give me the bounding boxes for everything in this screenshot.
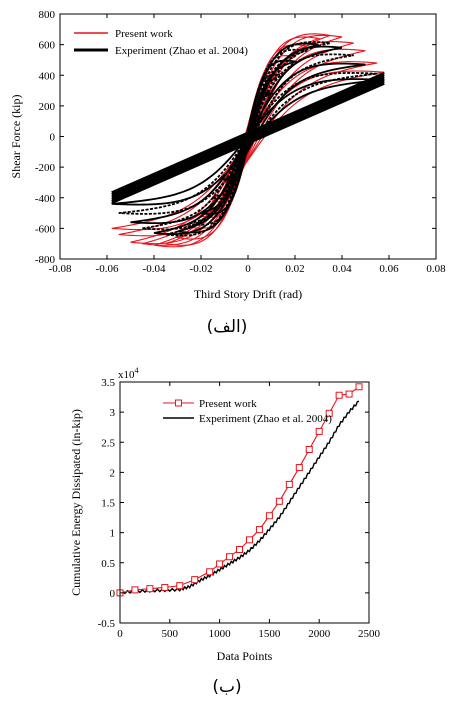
- marker-present-work-b: [176, 582, 184, 590]
- y-tick-labels-b: 3.5 3 2.5 2 1.5 1 0.5 0 -0.5: [98, 377, 116, 630]
- x-tick-label-b: 1500: [258, 628, 281, 640]
- x-tick-label-a: 0.08: [426, 263, 446, 275]
- marker-present-work-b: [226, 553, 234, 561]
- x-tick-label-a: -0.04: [143, 263, 166, 275]
- y-tick-label-a: 0: [50, 132, 56, 144]
- legend-label-experiment-a: Experiment (Zhao et al. 2004): [115, 45, 248, 57]
- y-tick-label-b: 0: [110, 588, 116, 600]
- x-tick-label-a: 0: [245, 263, 251, 275]
- y-tick-label-a: -600: [35, 223, 56, 235]
- markers-present-work-b: [116, 383, 363, 597]
- x-tick-label-a: 0.06: [379, 263, 399, 275]
- exponent-power: 4: [135, 366, 139, 375]
- tick-marks-a: [59, 13, 437, 260]
- pinch-band-a: [111, 82, 385, 205]
- marker-present-work-b: [275, 497, 283, 505]
- loop-experiment-a: [130, 62, 366, 225]
- x-tick-label-b: 2000: [308, 628, 331, 640]
- loop-experiment-a: [118, 72, 378, 215]
- y-tick-label-b: 1: [110, 528, 116, 540]
- y-tick-label-a: 800: [39, 9, 56, 21]
- x-tick-label-a: -0.02: [190, 263, 213, 275]
- marker-present-work-b: [295, 464, 303, 472]
- loop-experiment-a: [142, 53, 354, 231]
- marker-present-work-b: [236, 545, 244, 553]
- marker-present-work-b: [325, 409, 333, 417]
- marker-present-work-b: [305, 445, 313, 453]
- caption-a: (الف): [207, 317, 248, 337]
- y-tick-label-a: -800: [35, 254, 56, 266]
- pinch-band-a: [111, 78, 385, 200]
- loop-experiment-a: [165, 41, 331, 237]
- x-tick-labels-a: -0.08 -0.06 -0.04 -0.02 0 0.02 0.04 0.06 0.08: [49, 263, 447, 275]
- y-tick-label-a: -400: [35, 193, 56, 205]
- tick-marks-b: [119, 381, 370, 624]
- pinch-band-a: [111, 71, 385, 194]
- exponent-base: x10: [118, 369, 135, 381]
- x-tick-label-a: -0.06: [96, 263, 119, 275]
- y-tick-label-a: 200: [39, 101, 56, 113]
- y-tick-label-b: 3.5: [101, 377, 115, 389]
- marker-present-work-b: [216, 560, 224, 568]
- y-axis-label-b: Cumulative Energy Dissipated (in-kip): [69, 409, 83, 596]
- marker-present-work-b: [191, 576, 199, 584]
- y-exponent-label-b: x104: [118, 366, 139, 381]
- series-experiment-a: [111, 41, 385, 237]
- legend-a: Present work Experiment (Zhao et al. 200…: [74, 28, 248, 57]
- marker-present-work-b: [265, 512, 273, 520]
- x-tick-label-b: 2500: [358, 628, 381, 640]
- x-axis-label-b: Data Points: [217, 649, 273, 663]
- x-tick-label-b: 0: [117, 628, 123, 640]
- caption-b: (ب): [212, 677, 241, 697]
- y-tick-label-b: 1.5: [101, 498, 115, 510]
- y-tick-label-b: 2.5: [101, 437, 115, 449]
- y-tick-label-b: 3: [110, 407, 116, 419]
- x-tick-label-a: 0.02: [285, 263, 304, 275]
- y-axis-label-a: Shear Force (kip): [9, 95, 23, 179]
- x-tick-label-b: 1000: [209, 628, 232, 640]
- x-tick-labels-b: 0 500 1000 1500 2000 2500: [117, 628, 380, 640]
- hysteresis-chart: -0.08 -0.06 -0.04 -0.02 0 0.02 0.04 0.06 0.08 80…: [9, 9, 446, 337]
- x-axis-label-a: Third Story Drift (rad): [194, 287, 302, 301]
- legend-marker-present-work-b: [175, 399, 182, 407]
- series-present-work-b: [119, 386, 360, 594]
- marker-present-work-b: [355, 383, 363, 391]
- marker-present-work-b: [206, 568, 214, 576]
- y-tick-label-a: 400: [39, 70, 56, 82]
- marker-present-work-b: [345, 390, 353, 398]
- marker-present-work-b: [161, 583, 169, 591]
- pinch-band-a: [111, 74, 385, 196]
- y-tick-labels-a: 800 600 400 200 0 -200 -400 -600 -800: [35, 9, 56, 266]
- x-tick-label-b: 500: [162, 628, 179, 640]
- loop-experiment-a: [177, 42, 319, 234]
- marker-present-work-b: [255, 526, 263, 534]
- legend-label-present-work-b: Present work: [199, 398, 257, 410]
- marker-present-work-b: [335, 391, 343, 399]
- marker-present-work-b: [245, 536, 253, 544]
- x-tick-label-a: 0.04: [332, 263, 352, 275]
- legend-label-experiment-b: Experiment (Zhao et al. 2004): [199, 413, 332, 425]
- marker-present-work-b: [131, 586, 139, 594]
- x-tick-label-a: -0.08: [49, 263, 72, 275]
- y-tick-label-b: 0.5: [101, 558, 115, 570]
- legend-b: Present work Experiment (Zhao et al. 200…: [163, 398, 332, 425]
- marker-present-work-b: [146, 585, 154, 593]
- legend-label-present-work-a: Present work: [115, 28, 173, 40]
- y-tick-label-a: -200: [35, 162, 56, 174]
- marker-present-work-b: [285, 480, 293, 488]
- y-tick-label-b: 2: [110, 467, 116, 479]
- marker-present-work-b: [315, 427, 323, 435]
- pinch-band-a: [111, 76, 385, 198]
- pinch-band-a: [111, 80, 385, 202]
- y-tick-label-a: 600: [39, 40, 56, 52]
- energy-chart: 0 500 1000 1500 2000 2500 3.532.521.510.50-0.…: [69, 366, 381, 697]
- y-tick-label-b: -0.5: [98, 618, 116, 630]
- series-experiment-b: [119, 400, 360, 595]
